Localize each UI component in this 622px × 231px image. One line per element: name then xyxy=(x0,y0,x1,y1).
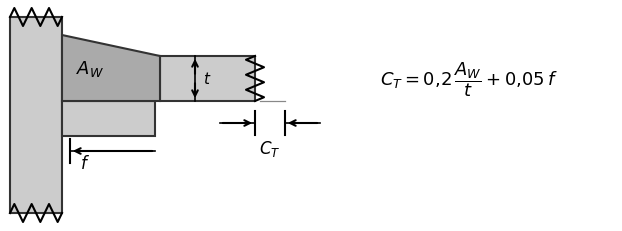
Polygon shape xyxy=(10,18,62,213)
Text: $C_{\mathit{T}}$: $C_{\mathit{T}}$ xyxy=(259,138,281,158)
Text: $t$: $t$ xyxy=(203,71,211,87)
Polygon shape xyxy=(62,57,255,102)
Text: $C_{\mathit{T}} = 0{,}2\,\dfrac{A_{\mathit{W}}}{t} + 0{,}05\,f$: $C_{\mathit{T}} = 0{,}2\,\dfrac{A_{\math… xyxy=(380,61,558,99)
Polygon shape xyxy=(62,102,155,137)
Polygon shape xyxy=(62,36,160,102)
Text: $f$: $f$ xyxy=(80,154,90,172)
Text: $A_{\mathit{W}}$: $A_{\mathit{W}}$ xyxy=(76,59,104,79)
